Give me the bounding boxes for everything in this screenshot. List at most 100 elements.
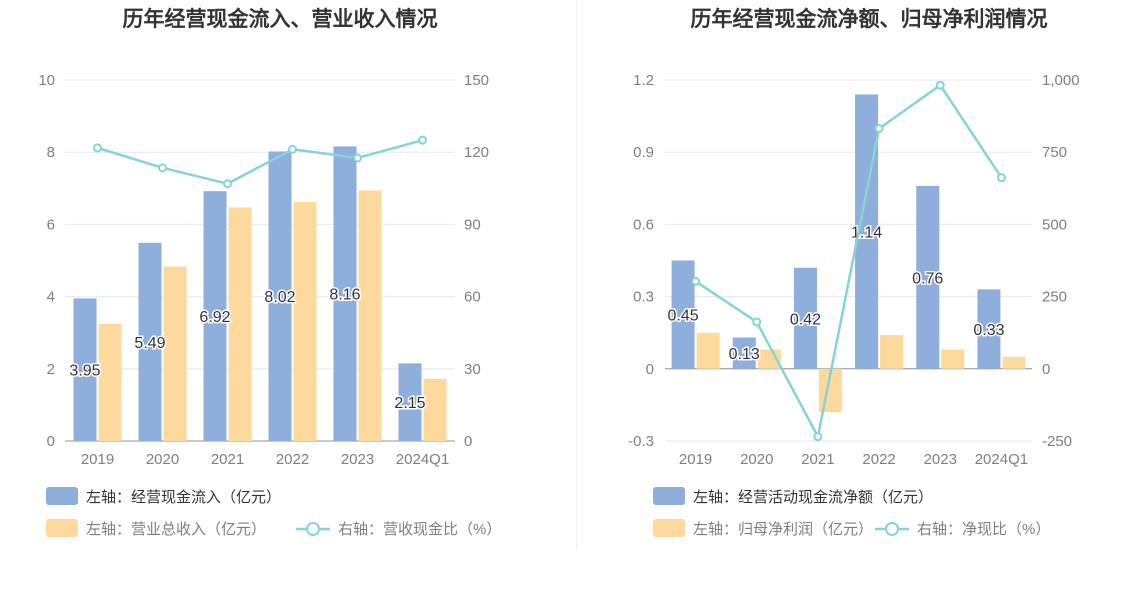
line-point [935,80,945,90]
y-left-tick-label: 0.9 [633,144,654,161]
x-tick-label: 2024Q1 [975,451,1028,468]
bar-primary [398,363,422,441]
chart-title: 历年经营现金流净额、归母净利润情况 [691,7,1048,31]
x-tick-label: 2021 [211,451,244,468]
x-tick-label: 2023 [341,451,374,468]
bar-secondary [423,378,447,441]
line-point [158,163,167,173]
y-left-tick-label: 0.6 [633,216,654,233]
x-tick-label: 2019 [679,451,712,468]
bar-data-label: 0.33 [973,322,1004,339]
y-left-tick-label: 10 [38,72,55,89]
legend-swatch-line-marker [306,522,320,536]
right-chart: 历年经营现金流净额、归母净利润情况 -0.3 -250 0 0 0.3 250 0.6 500 0… [628,7,1080,538]
line-point [996,173,1006,183]
y-left-tick-label: 0 [646,361,654,378]
bar-secondary [1002,356,1026,369]
y-right-tick-label: 150 [464,72,489,89]
y-left-tick-label: 2 [47,361,55,378]
y-left-tick-label: 1.2 [633,72,654,89]
line-point [353,153,362,163]
legend-swatch-secondary [46,519,78,537]
bar-data-label: 0.42 [790,311,821,328]
line-point [752,317,762,327]
line-point [223,179,232,189]
bar-data-label: 1.14 [851,225,882,242]
x-tick-label: 2024Q1 [396,451,449,468]
y-right-tick-label: 1,000 [1042,72,1080,89]
left-chart: 历年经营现金流入、营业收入情况 0 0 2 30 4 60 6 90 8 120 10 150 2019 3… [38,7,501,538]
y-right-tick-label: 750 [1042,144,1067,161]
bar-secondary [163,266,187,441]
line-point [288,144,297,154]
y-right-tick-label: 90 [464,216,481,233]
bar-data-label: 0.13 [729,346,760,363]
legend-label-primary: 左轴：经营活动现金流净额（亿元） [693,489,933,506]
x-tick-label: 2020 [740,451,773,468]
bar-primary [916,185,940,369]
bar-data-label: 2.15 [394,395,425,412]
line-point [93,143,102,153]
bar-secondary [941,349,965,369]
line-point [418,135,427,145]
y-right-tick-label: 30 [464,361,481,378]
x-tick-label: 2022 [862,451,895,468]
bar-primary [73,298,97,441]
bar-data-label: 5.49 [134,335,165,352]
bar-primary [268,151,292,441]
y-right-tick-label: -250 [1042,433,1072,450]
legend-swatch-primary [46,487,78,505]
y-left-tick-label: 8 [47,144,55,161]
y-left-tick-label: 4 [47,289,55,306]
bar-data-label: 6.92 [199,309,230,326]
bar-data-label: 3.95 [69,363,100,380]
line-series [97,138,423,186]
bar-secondary [293,202,317,441]
bar-primary [732,337,756,369]
x-tick-label: 2021 [801,451,834,468]
legend-swatch-primary [653,487,685,505]
bar-primary [671,260,695,369]
legend-label-secondary: 左轴：营业总收入（亿元） [86,521,266,538]
legend-label-primary: 左轴：经营现金流入（亿元） [86,489,281,506]
legend-label-secondary: 左轴：归母净利润（亿元） [693,521,873,538]
bar-secondary [228,207,252,441]
y-right-tick-label: 0 [464,433,472,450]
bar-secondary [696,332,720,369]
bar-primary [138,242,162,441]
bar-primary [333,146,357,441]
chart-divider [576,0,577,550]
y-right-tick-label: 500 [1042,216,1067,233]
y-left-tick-label: -0.3 [628,433,654,450]
bar-data-label: 8.02 [264,289,295,306]
y-left-tick-label: 0 [47,433,55,450]
y-right-tick-label: 120 [464,144,489,161]
chart-title: 历年经营现金流入、营业收入情况 [123,7,438,31]
x-tick-label: 2019 [81,451,114,468]
bar-data-label: 8.16 [329,287,360,304]
x-tick-label: 2023 [924,451,957,468]
line-point [813,432,823,442]
y-left-tick-label: 0.3 [633,289,654,306]
bar-primary [793,267,817,369]
bar-primary [203,191,227,441]
x-tick-label: 2020 [146,451,179,468]
bar-data-label: 0.45 [668,308,699,325]
bar-secondary [98,324,122,441]
line-point [691,276,701,286]
line-point [874,124,884,134]
line-series [694,83,1003,441]
y-right-tick-label: 0 [1042,361,1050,378]
bar-primary [977,289,1001,369]
legend-swatch-line-marker [885,522,899,536]
legend-swatch-secondary [653,519,685,537]
y-right-tick-label: 250 [1042,289,1067,306]
bar-secondary [358,190,382,441]
y-right-tick-label: 60 [464,289,481,306]
x-tick-label: 2022 [276,451,309,468]
legend-label-line: 右轴：营收现金比（%） [338,521,501,538]
y-left-tick-label: 6 [47,216,55,233]
bar-data-label: 0.76 [912,270,943,287]
legend-label-line: 右轴：净现比（%） [917,521,1050,538]
